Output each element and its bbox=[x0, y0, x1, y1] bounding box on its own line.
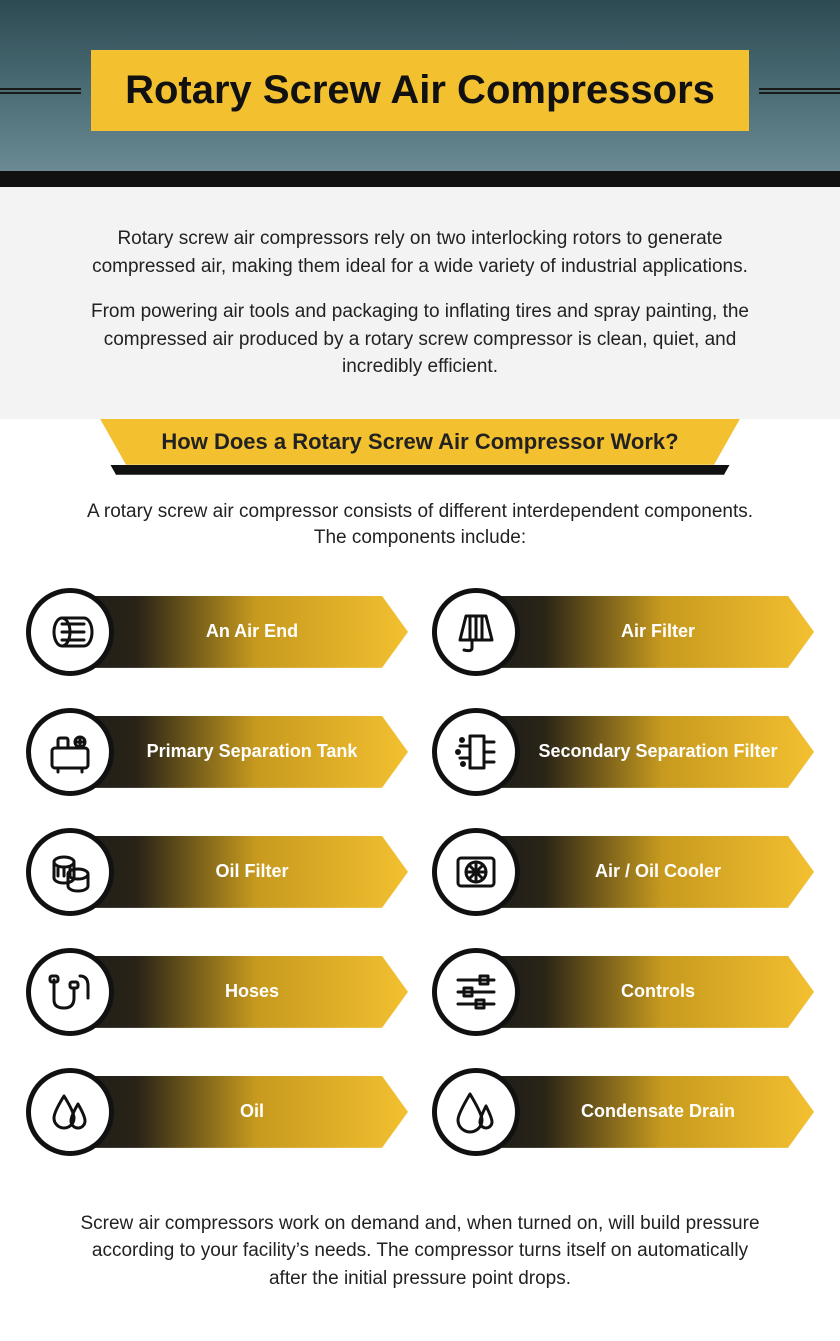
title-wrap: Rotary Screw Air Compressors bbox=[0, 50, 840, 131]
component-label: Hoses bbox=[225, 981, 279, 1003]
component-label: Condensate Drain bbox=[581, 1101, 735, 1123]
component-arrow: Air / Oil Cooler bbox=[476, 836, 814, 908]
air-filter-icon bbox=[432, 588, 520, 676]
oil-icon bbox=[26, 1068, 114, 1156]
page-title: Rotary Screw Air Compressors bbox=[125, 68, 715, 113]
cooler-icon bbox=[432, 828, 520, 916]
controls-icon bbox=[432, 948, 520, 1036]
component-label: Secondary Separation Filter bbox=[538, 741, 777, 763]
component-item: Oil Filter bbox=[26, 828, 408, 916]
component-label: Air / Oil Cooler bbox=[595, 861, 721, 883]
component-arrow: Oil Filter bbox=[70, 836, 408, 908]
component-label: Air Filter bbox=[621, 621, 695, 643]
component-label: Oil Filter bbox=[215, 861, 288, 883]
title-rule-right bbox=[759, 88, 840, 94]
component-item: Controls bbox=[432, 948, 814, 1036]
component-arrow: Secondary Separation Filter bbox=[476, 716, 814, 788]
components-grid: An Air End Air Filter Primary Separation T… bbox=[0, 578, 840, 1166]
intro-paragraph-1: Rotary screw air compressors rely on two… bbox=[70, 225, 770, 280]
component-arrow: An Air End bbox=[70, 596, 408, 668]
component-label: Primary Separation Tank bbox=[147, 741, 358, 763]
header: Rotary Screw Air Compressors bbox=[0, 0, 840, 171]
footer-paragraph: Screw air compressors work on demand and… bbox=[0, 1166, 840, 1323]
separation-filter-icon bbox=[432, 708, 520, 796]
subheading-wrap: How Does a Rotary Screw Air Compressor W… bbox=[0, 419, 840, 465]
divider-bar bbox=[0, 171, 840, 187]
subtext: A rotary screw air compressor consists o… bbox=[0, 465, 840, 578]
intro-paragraph-2: From powering air tools and packaging to… bbox=[70, 298, 770, 381]
component-item: An Air End bbox=[26, 588, 408, 676]
component-item: Oil bbox=[26, 1068, 408, 1156]
air-end-icon bbox=[26, 588, 114, 676]
component-label: Oil bbox=[240, 1101, 264, 1123]
intro-section: Rotary screw air compressors rely on two… bbox=[0, 187, 840, 419]
subheading: How Does a Rotary Screw Air Compressor W… bbox=[100, 419, 740, 465]
component-item: Condensate Drain bbox=[432, 1068, 814, 1156]
component-arrow: Air Filter bbox=[476, 596, 814, 668]
component-item: Air / Oil Cooler bbox=[432, 828, 814, 916]
component-label: An Air End bbox=[206, 621, 298, 643]
component-arrow: Hoses bbox=[70, 956, 408, 1028]
condensate-drain-icon bbox=[432, 1068, 520, 1156]
component-arrow: Controls bbox=[476, 956, 814, 1028]
component-label: Controls bbox=[621, 981, 695, 1003]
oil-filter-icon bbox=[26, 828, 114, 916]
component-arrow: Primary Separation Tank bbox=[70, 716, 408, 788]
component-item: Secondary Separation Filter bbox=[432, 708, 814, 796]
component-item: Primary Separation Tank bbox=[26, 708, 408, 796]
component-arrow: Oil bbox=[70, 1076, 408, 1148]
hoses-icon bbox=[26, 948, 114, 1036]
title-rule-left bbox=[0, 88, 81, 94]
component-arrow: Condensate Drain bbox=[476, 1076, 814, 1148]
component-item: Hoses bbox=[26, 948, 408, 1036]
title-box: Rotary Screw Air Compressors bbox=[91, 50, 749, 131]
component-item: Air Filter bbox=[432, 588, 814, 676]
separation-tank-icon bbox=[26, 708, 114, 796]
